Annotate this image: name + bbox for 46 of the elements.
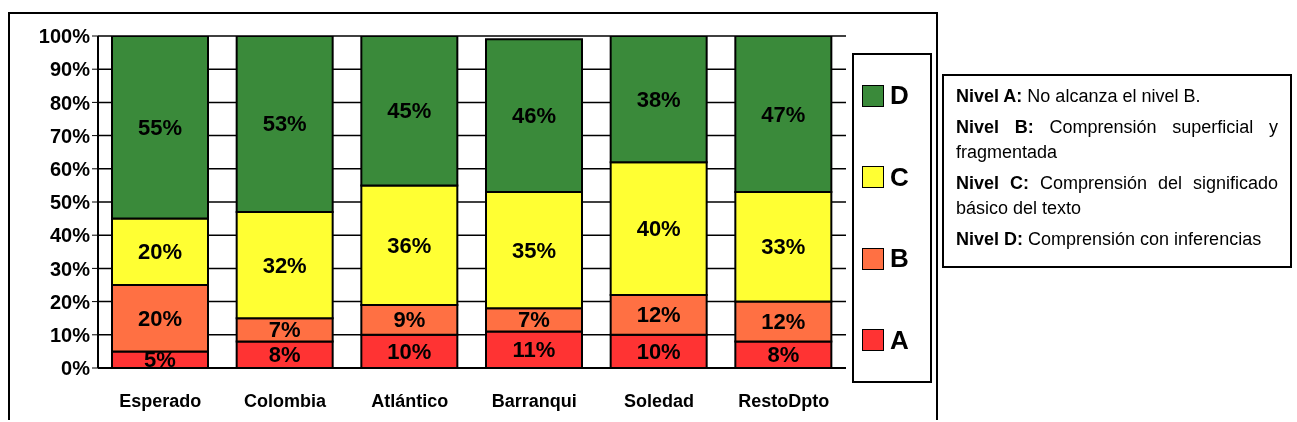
data-label: 10%	[636, 338, 681, 364]
data-label: 9%	[393, 307, 426, 333]
data-label: 12%	[636, 302, 681, 328]
data-label: 8%	[268, 342, 301, 368]
data-label: 38%	[636, 86, 681, 112]
x-tick-label: Colombia	[243, 390, 327, 411]
x-tick-label: Soledad	[623, 390, 695, 411]
x-tick-label: Atlántico	[371, 390, 449, 411]
legend-label: C	[890, 161, 909, 193]
legend-label: B	[890, 243, 909, 275]
legend-label: A	[890, 324, 909, 356]
data-label: 35%	[511, 237, 557, 263]
y-tick-label: 10%	[49, 323, 91, 346]
data-label: 32%	[262, 252, 307, 278]
legend-label: D	[890, 80, 909, 112]
data-label: 7%	[268, 317, 301, 343]
data-label: 8%	[767, 342, 800, 368]
data-label: 55%	[137, 114, 183, 140]
data-label: 20%	[137, 239, 183, 265]
data-label: 7%	[518, 307, 550, 333]
y-tick-label: 40%	[49, 224, 91, 247]
data-label: 36%	[387, 232, 432, 258]
y-tick-label: 90%	[49, 58, 91, 81]
y-tick-label: 60%	[49, 157, 91, 180]
data-label: 33%	[761, 234, 806, 260]
y-tick-label: 80%	[49, 91, 91, 114]
notes-box: Nivel A: No alcanza el nivel B. Nivel B: Comprensión superficial y fragmentada Nivel C: Comprensión del significado básico del texto Nivel D: Comprensión con inferencias	[942, 74, 1292, 268]
y-tick-label: 50%	[49, 191, 91, 214]
data-label: 20%	[137, 305, 183, 331]
y-tick-label: 0%	[61, 357, 91, 380]
x-tick-label: Esperado	[119, 390, 202, 411]
data-label: 11%	[512, 337, 556, 363]
data-label: 40%	[636, 216, 681, 242]
y-tick-label: 30%	[49, 257, 91, 280]
y-tick-label: 100%	[38, 25, 91, 48]
y-tick-label: 70%	[49, 124, 91, 147]
data-label: 46%	[511, 103, 557, 129]
data-label: 47%	[761, 101, 806, 127]
data-label: 53%	[262, 111, 307, 137]
data-label: 12%	[761, 309, 806, 335]
data-label: 45%	[387, 98, 432, 124]
y-tick-label: 20%	[49, 290, 91, 313]
data-label: 10%	[387, 338, 432, 364]
x-tick-label: RestoDpto	[738, 390, 830, 411]
x-tick-label: Barranqui	[491, 390, 577, 411]
data-label: 5%	[144, 347, 176, 373]
